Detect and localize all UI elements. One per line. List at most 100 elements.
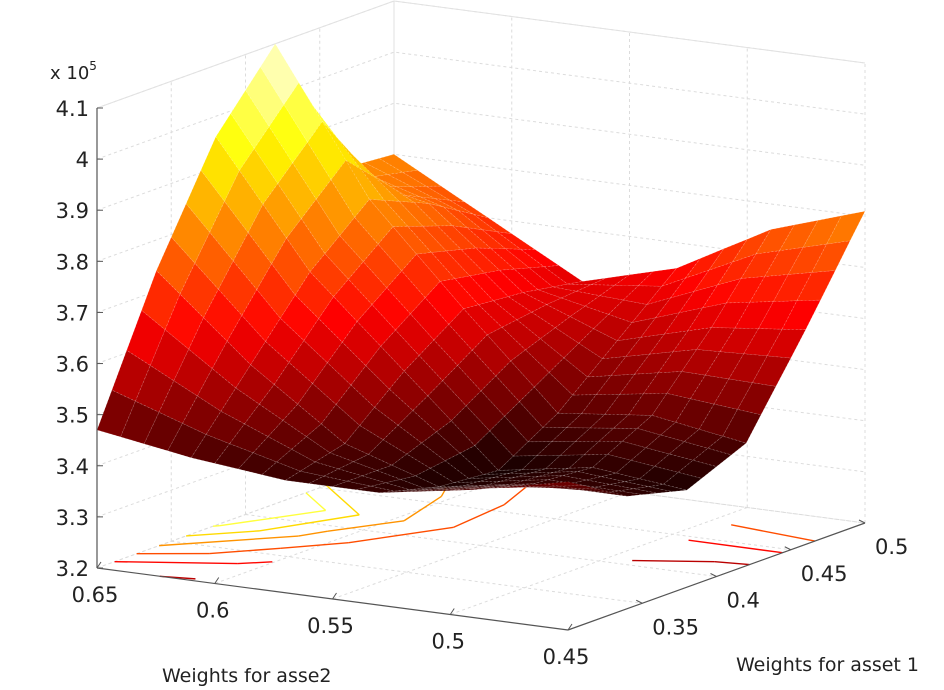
x-tick	[636, 599, 643, 604]
surface-patch	[751, 355, 792, 387]
surface-patch	[681, 349, 721, 376]
surface-patch	[374, 388, 414, 426]
surface-patch	[568, 454, 609, 469]
surface-patch	[492, 296, 533, 321]
axes	[96, 107, 866, 631]
surface-patch	[662, 472, 703, 491]
surface-patch	[194, 231, 234, 290]
surface-patch	[141, 270, 181, 331]
contour-segment	[280, 542, 349, 549]
surface-patch	[531, 304, 571, 329]
surface-patch	[802, 215, 843, 248]
surface-patch	[426, 488, 466, 492]
surface-patch	[288, 340, 328, 384]
contour-segment	[186, 530, 260, 537]
surface-patch	[158, 380, 198, 424]
surface-patch	[559, 441, 600, 456]
surface-patch	[237, 452, 278, 476]
surface-patch	[449, 200, 489, 219]
contour-segment	[219, 509, 326, 527]
surface-patch	[692, 447, 733, 467]
surface-patch	[554, 467, 593, 473]
surface-patch	[182, 395, 222, 435]
surface-patch	[500, 476, 540, 482]
surface-patch	[434, 198, 474, 215]
y-floor-gridline	[450, 507, 748, 615]
x-tick-label: 0.35	[652, 615, 699, 639]
contour-segment	[159, 535, 299, 547]
contour-segment	[114, 560, 238, 565]
surface-patch	[737, 382, 777, 416]
z-gridline	[96, 0, 866, 109]
x-tick	[858, 519, 866, 524]
surface-patch	[497, 485, 536, 489]
surface-patch	[501, 319, 541, 351]
z-tick-label: 3.8	[56, 250, 89, 274]
y-tick	[332, 592, 337, 600]
y-tick	[449, 608, 455, 615]
surface-patch	[268, 104, 308, 164]
surface-patch	[477, 476, 516, 483]
surface-patch	[571, 479, 611, 488]
surface-patch	[347, 261, 388, 306]
z-tick-label: 3.3	[56, 506, 89, 530]
surface-patch	[462, 480, 502, 487]
surface-patch	[696, 327, 736, 353]
surface-patch	[639, 466, 679, 485]
surface-patch	[498, 268, 539, 293]
z-tick-label: 3.4	[56, 455, 89, 479]
contour-segment	[714, 560, 750, 566]
surface-patch	[544, 481, 583, 487]
surface-patch	[441, 487, 481, 491]
surface-patch	[378, 153, 419, 173]
surface-patch	[708, 238, 749, 271]
z-tick-label: 3.9	[56, 199, 89, 223]
surface-patch	[156, 236, 196, 295]
surface-patch	[624, 478, 664, 487]
contour-segment	[325, 484, 360, 516]
surface-patch	[489, 415, 529, 457]
surface-patch	[630, 447, 671, 467]
z-gridline	[96, 102, 866, 211]
box-edge	[393, 0, 866, 64]
surface-patch	[401, 169, 443, 187]
surface-patch	[595, 373, 636, 396]
surface-patch	[307, 121, 347, 181]
surface-patch	[519, 248, 560, 268]
x-tick-label: 0.5	[875, 535, 908, 559]
surface-patch	[474, 430, 514, 471]
surface-patch	[548, 475, 587, 484]
surface-patch	[772, 272, 813, 302]
surface-patch	[479, 485, 519, 488]
surface-patch	[589, 413, 630, 429]
surface-patch	[535, 485, 575, 489]
surface-patch	[653, 453, 694, 473]
surface-patch	[586, 476, 625, 485]
surface-patch	[603, 490, 643, 497]
surface-patch	[391, 453, 431, 477]
surface-patch	[509, 479, 549, 485]
surface-patch	[583, 441, 624, 456]
surface-patch	[536, 441, 576, 457]
surface-patch	[510, 349, 550, 388]
x-tick-label: 0.4	[727, 589, 760, 613]
surface-patch	[787, 243, 828, 275]
surface-patch	[562, 471, 602, 481]
surface-patch	[574, 427, 615, 442]
surface-patch	[507, 468, 546, 474]
surface-patch	[425, 185, 465, 203]
surface-plot	[96, 43, 866, 497]
surface-patch	[518, 386, 559, 428]
surface-patch	[468, 473, 508, 479]
contour-segment	[688, 539, 783, 554]
x-floor-gridline	[245, 514, 717, 577]
surface-patch	[675, 398, 715, 430]
z-tick-label: 3.7	[56, 301, 89, 325]
surface-patch	[314, 452, 355, 470]
z-tick-label: 3.5	[56, 404, 89, 428]
surface-patch	[521, 454, 562, 471]
surface-patch	[403, 489, 442, 493]
surface-patch	[271, 237, 311, 296]
x-axis-label: Weights for asset 1	[736, 654, 919, 676]
y-tick	[567, 623, 573, 631]
